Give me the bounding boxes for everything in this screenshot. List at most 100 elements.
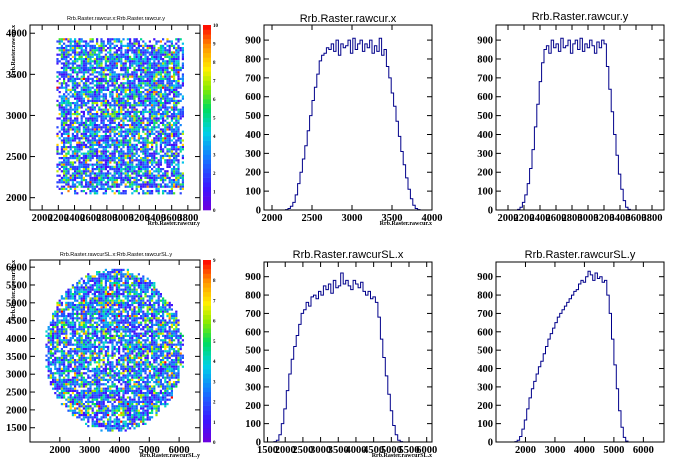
chart-panel-5: 1500200025003000350040004500500055006000…	[233, 237, 463, 471]
color-scale-tick-label: 4	[213, 360, 216, 365]
color-scale-tick-label: 3	[213, 380, 216, 385]
x-tick-label: 2000	[49, 445, 70, 456]
y-tick-label: 800	[245, 291, 261, 302]
y-tick-label: 900	[245, 36, 261, 47]
y-tick-label: 5500	[6, 280, 27, 291]
color-scale-tick-label: 8	[213, 61, 216, 66]
title-box	[52, 248, 180, 259]
y-tick-label: 600	[245, 327, 261, 338]
y-tick-label: 4000	[6, 29, 27, 40]
color-scale-tick-label: 7	[213, 299, 216, 304]
x-tick-label: 3600	[626, 213, 647, 224]
histogram	[264, 37, 432, 211]
x-tick-label: 3200	[594, 213, 615, 224]
x-tick-label: 2600	[80, 213, 101, 224]
chart-panel-6: 2000 3000 4000 5000 6000 0 100 200 300 400 500 600 7…	[465, 237, 695, 471]
x-tick-label: 2400	[64, 213, 85, 224]
x-tick-label: 4000	[345, 445, 366, 456]
color-scale-tick-label: 6	[213, 320, 216, 325]
y-tick-label: 100	[477, 419, 493, 430]
y-axis: 0 100 200 300 400 500 600 700 800 900	[477, 272, 664, 449]
x-tick-label: 3000	[79, 445, 100, 456]
y-tick-label: 2500	[6, 388, 27, 399]
x-axis-title: Rrb.Raster.rawcur.x	[380, 221, 432, 227]
y-tick-label: 700	[477, 309, 493, 320]
y-axis: 2000 2500 3000 3500 4000	[6, 29, 200, 204]
y-tick-label: 500	[477, 111, 493, 122]
y-tick-label: 4000	[6, 334, 27, 345]
x-tick-label: 2800	[96, 213, 117, 224]
histogram-line	[496, 270, 664, 443]
x-tick-label: 3500	[382, 213, 403, 224]
x-tick-label: 3000	[544, 445, 565, 456]
color-scale-tick-label: 5	[213, 117, 216, 122]
color-scale-tick-label: 5	[213, 340, 216, 345]
color-scale: 0 1 2 3 4 5 6 7 8 9 10	[203, 24, 219, 214]
y-tick-label: 0	[488, 438, 493, 449]
y-tick-label: 500	[477, 346, 493, 357]
y-axis: 0 100 200 300 400 500 600 700 800 900	[477, 36, 664, 217]
y-tick-label: 200	[477, 168, 493, 179]
y-tick-label: 0	[488, 206, 493, 217]
plot-frame	[263, 24, 433, 211]
chart-panel-4: 0 1 2 3 4 5 6 7 8 9 2000 3000 4000 5000 6000 1500 2000 25…	[1, 237, 231, 471]
x-tick-label: 2200	[48, 213, 69, 224]
y-tick-label: 900	[477, 272, 493, 283]
y-tick-label: 300	[477, 149, 493, 160]
x-tick-label: 4000	[422, 213, 443, 224]
x-tick-label: 5000	[139, 445, 160, 456]
x-tick-label: 2500	[302, 213, 323, 224]
color-scale-tick-label: 0	[213, 209, 216, 214]
x-tick-label: 3400	[145, 213, 166, 224]
x-tick-label: 5500	[399, 445, 420, 456]
y-tick-label: 900	[245, 272, 261, 283]
chart-title: Rrb.Raster.rawcurSL.y	[525, 249, 636, 261]
heatmap-cells	[45, 268, 184, 432]
histogram-line	[496, 37, 664, 211]
y-axis: 0 100 200 300 400 500 600 700 800 900	[245, 36, 432, 217]
y-tick-label: 800	[477, 54, 493, 65]
y-tick-label: 200	[245, 401, 261, 412]
y-tick-label: 1500	[6, 423, 27, 434]
color-scale-tick-label: 9	[213, 43, 216, 48]
x-tick-label: 6000	[169, 445, 190, 456]
x-tick-label: 5000	[603, 445, 624, 456]
x-axis-title: Rrb.Raster.rawcur.y	[148, 221, 200, 227]
plot-frame	[495, 261, 665, 443]
y-tick-label: 700	[477, 73, 493, 84]
plot-frame	[495, 24, 665, 211]
chart-title: Rrb.Raster.rawcurSL.x	[293, 249, 404, 261]
color-scale-tick-label: 7	[213, 80, 216, 85]
y-tick-label: 100	[477, 187, 493, 198]
y-tick-label: 600	[477, 327, 493, 338]
chart-title: Rrb.Raster.rawcur.y	[532, 11, 629, 23]
y-tick-label: 500	[245, 346, 261, 357]
x-axis-title: Rrb.Raster.rawcurSL.y	[140, 453, 200, 459]
histogram	[264, 272, 432, 443]
color-scale-tick-label: 0	[213, 441, 216, 446]
x-tick-label: 2500	[292, 445, 313, 456]
x-axis-title: Rrb.Raster.rawcurSL.x	[372, 453, 432, 459]
chart-panel-2: 2000 2500 3000 3500 4000 0 100 200 300 400 500 600 7…	[233, 1, 463, 235]
x-tick-label: 5000	[381, 445, 402, 456]
x-tick-label: 3200	[129, 213, 150, 224]
histogram-line	[264, 37, 432, 211]
y-tick-label: 6000	[6, 263, 27, 274]
x-tick-label: 3800	[642, 213, 663, 224]
chart-panel-3: 2000220024002600280030003200340036003800…	[465, 1, 695, 235]
color-scale-tick-label: 8	[213, 279, 216, 284]
y-tick-label: 2000	[6, 405, 27, 416]
x-tick-label: 6000	[416, 445, 437, 456]
color-scale-tick-label: 1	[213, 421, 216, 426]
x-tick-label: 2800	[562, 213, 583, 224]
color-scale: 0 1 2 3 4 5 6 7 8 9	[203, 259, 216, 446]
x-axis: 2000 3000 4000 5000 6000	[515, 262, 654, 456]
chart-title: Rrb.Raster.rawcurSL.x:Rrb.Raster.rawcurS…	[60, 252, 172, 258]
x-tick-label: 3000	[578, 213, 599, 224]
y-tick-label: 600	[477, 92, 493, 103]
plot-frame	[263, 261, 433, 443]
color-scale-tick-label: 1	[213, 191, 216, 196]
x-axis: 2000 2500 3000 3500 4000	[262, 25, 443, 224]
